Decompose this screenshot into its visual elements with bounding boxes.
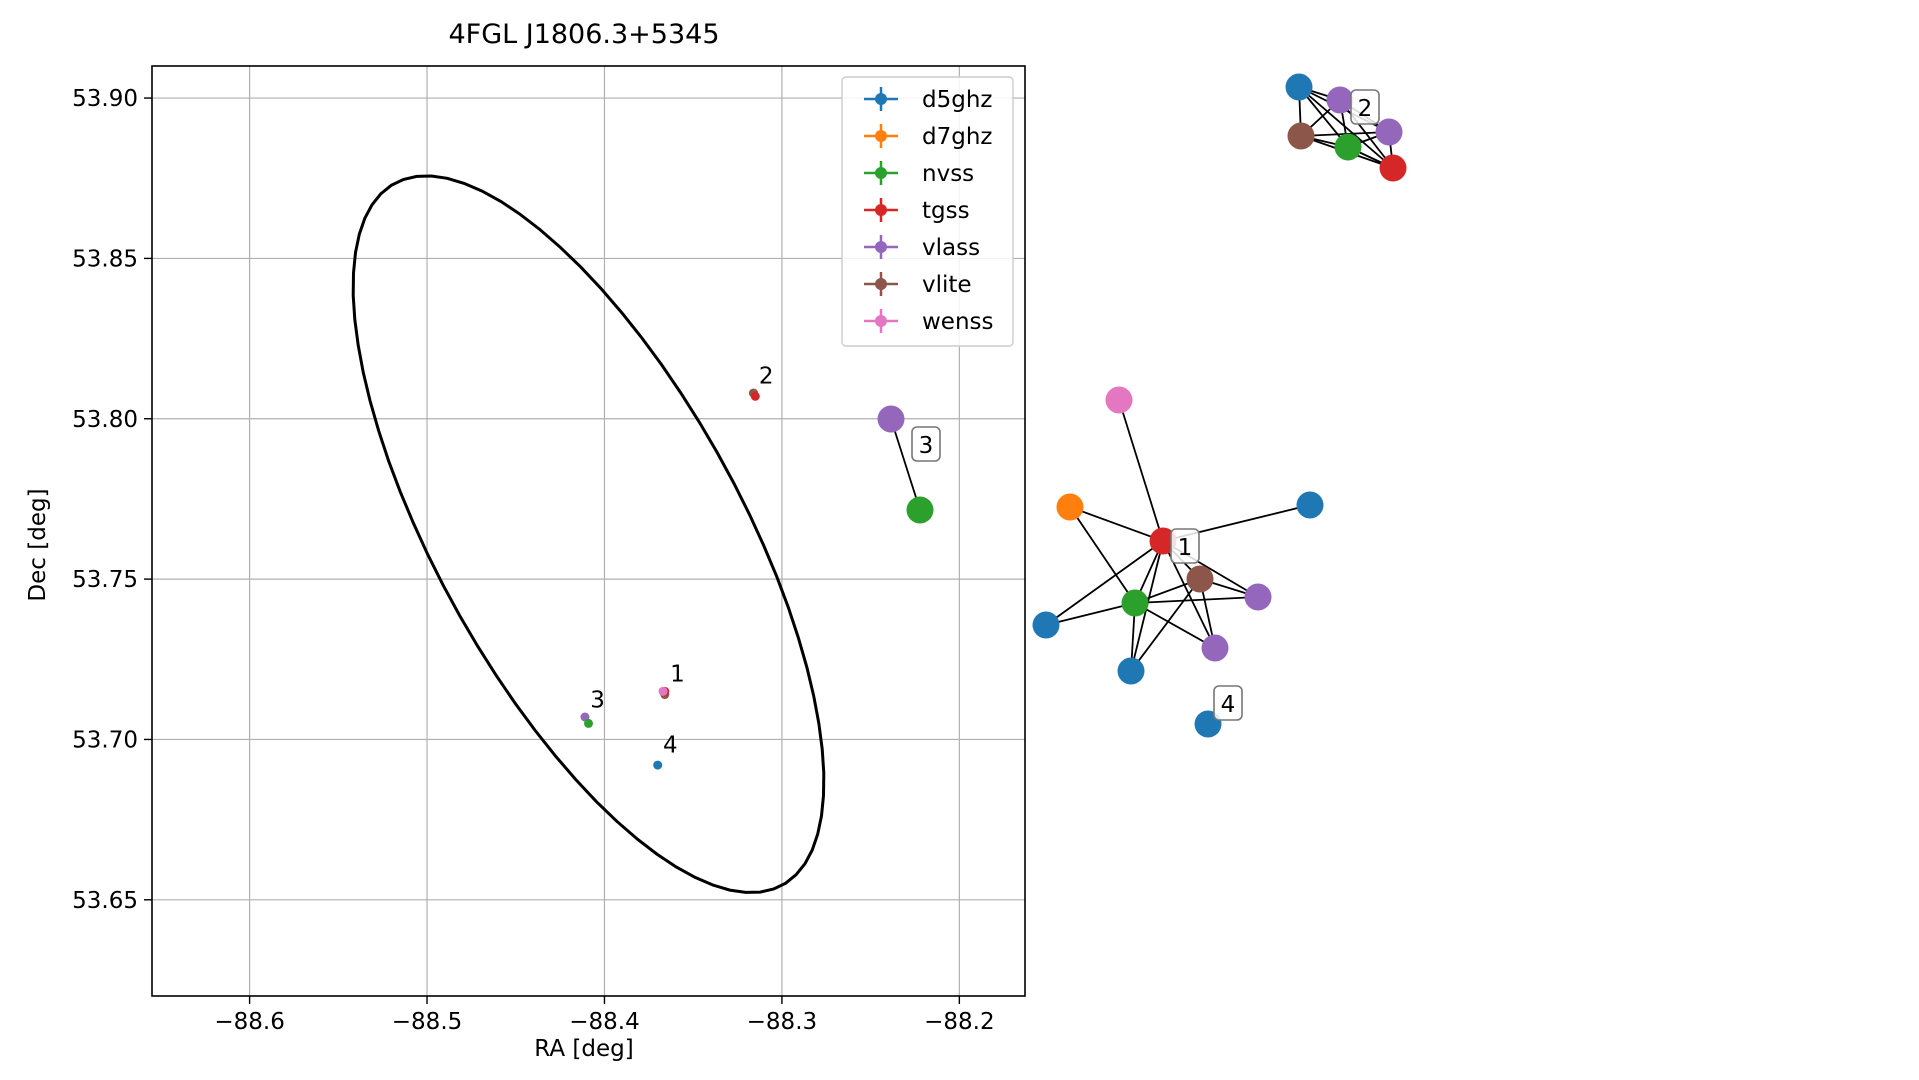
network-edge xyxy=(1130,578,1201,672)
y-tick-label: 53.85 xyxy=(72,246,138,272)
legend-label: vlite xyxy=(922,272,972,298)
network-node xyxy=(1032,611,1060,639)
legend-swatch-marker xyxy=(875,93,887,105)
group-label-text: 4 xyxy=(1221,692,1236,718)
legend-entry-d7ghz: d7ghz xyxy=(864,124,992,150)
network-edge xyxy=(1118,399,1164,542)
legend-entry-vlite: vlite xyxy=(864,272,972,298)
network-node xyxy=(1121,589,1149,617)
legend-entry-vlass: vlass xyxy=(864,235,980,261)
legend-label: d5ghz xyxy=(922,87,992,113)
legend-label: d7ghz xyxy=(922,124,992,150)
axes-frame xyxy=(151,65,1026,997)
y-tick-label: 53.80 xyxy=(72,407,138,433)
y-axis-ticks: 53.65 53.70 53.75 53.80 53.85 53.90 xyxy=(72,86,152,914)
group-label-frame xyxy=(911,426,941,462)
x-tick-label: −88.2 xyxy=(924,1009,994,1035)
x-tick-label: −88.5 xyxy=(392,1009,462,1035)
legend-label: vlass xyxy=(922,235,980,261)
network-edge xyxy=(1045,602,1136,626)
group-label-box: 2 xyxy=(1350,89,1380,125)
data-point-nvss xyxy=(584,718,593,728)
legend-swatch-marker xyxy=(875,315,887,327)
network-group-labels: 1 2 3 4 xyxy=(911,89,1380,721)
point-label: 4 xyxy=(663,732,678,758)
point-labels-layer: 1 2 3 4 xyxy=(590,363,773,758)
network-node xyxy=(1186,565,1214,593)
data-point-tgss xyxy=(750,391,760,401)
legend-swatch-marker xyxy=(875,204,887,216)
group-label-box: 4 xyxy=(1213,685,1243,721)
network-node xyxy=(1117,657,1145,685)
network-node xyxy=(1296,491,1324,519)
error-ellipse-layer xyxy=(351,174,826,894)
legend-entry-nvss: nvss xyxy=(864,161,974,187)
network-node xyxy=(1326,86,1354,114)
point-label: 3 xyxy=(590,687,605,713)
network-edge xyxy=(1069,506,1164,542)
network-node xyxy=(1244,583,1272,611)
network-edge xyxy=(1045,540,1164,626)
legend-swatch-marker xyxy=(875,241,887,253)
y-tick-label: 53.75 xyxy=(72,567,138,593)
network-edge xyxy=(1339,99,1394,169)
legend-box xyxy=(841,76,1014,347)
y-tick-label: 53.90 xyxy=(72,86,138,112)
group-label-box: 3 xyxy=(911,426,941,462)
group-label-text: 3 xyxy=(919,433,934,459)
network-edge xyxy=(1134,596,1259,604)
group-label-box: 1 xyxy=(1170,528,1200,564)
network-node xyxy=(1379,154,1407,182)
data-point-wenss xyxy=(658,686,668,696)
network-node xyxy=(1375,118,1403,146)
association-network: 1 2 3 4 xyxy=(877,73,1407,738)
network-edge xyxy=(1298,86,1394,169)
network-edge xyxy=(890,418,921,511)
legend-entry-d5ghz: d5ghz xyxy=(864,87,992,113)
network-node xyxy=(906,496,934,524)
group-label-text: 1 xyxy=(1178,535,1193,561)
network-edge xyxy=(1069,506,1136,604)
data-point-d5ghz xyxy=(653,760,663,770)
legend-label: tgss xyxy=(922,198,970,224)
x-axis-ticks: −88.6 −88.5 −88.4 −88.3 −88.2 xyxy=(214,996,995,1035)
network-node xyxy=(1201,634,1229,662)
chart-title: 4FGL J1806.3+5345 xyxy=(448,19,719,50)
point-label: 1 xyxy=(670,662,685,688)
x-tick-label: −88.6 xyxy=(214,1009,284,1035)
y-tick-label: 53.65 xyxy=(72,888,138,914)
legend-swatch-marker xyxy=(875,278,887,290)
data-points-layer xyxy=(580,388,760,770)
legend: d5ghz d7ghz nvss tgss vlass vlite wenss xyxy=(841,76,1014,347)
legend-swatch-marker xyxy=(875,167,887,179)
network-node xyxy=(1285,73,1313,101)
legend-entry-tgss: tgss xyxy=(864,198,970,224)
network-node xyxy=(1105,386,1133,414)
network-node xyxy=(1287,122,1315,150)
x-tick-label: −88.3 xyxy=(747,1009,817,1035)
legend-swatch-marker xyxy=(875,130,887,142)
network-nodes xyxy=(877,73,1407,738)
group-label-frame xyxy=(1350,89,1380,125)
network-node xyxy=(1149,527,1177,555)
network-node xyxy=(1334,133,1362,161)
network-edge xyxy=(1134,602,1216,649)
point-label: 2 xyxy=(759,363,774,389)
network-node xyxy=(877,405,905,433)
legend-label: wenss xyxy=(922,309,994,335)
legend-entry-wenss: wenss xyxy=(864,309,994,335)
network-node xyxy=(1056,493,1084,521)
x-tick-label: −88.4 xyxy=(569,1009,639,1035)
group-label-text: 2 xyxy=(1358,96,1373,122)
group-label-frame xyxy=(1213,685,1243,721)
x-axis-label: RA [deg] xyxy=(534,1036,633,1062)
y-axis-label: Dec [deg] xyxy=(25,488,51,601)
y-tick-label: 53.70 xyxy=(72,727,138,753)
error-ellipse xyxy=(351,174,826,894)
legend-label: nvss xyxy=(922,161,974,187)
group-label-frame xyxy=(1170,528,1200,564)
